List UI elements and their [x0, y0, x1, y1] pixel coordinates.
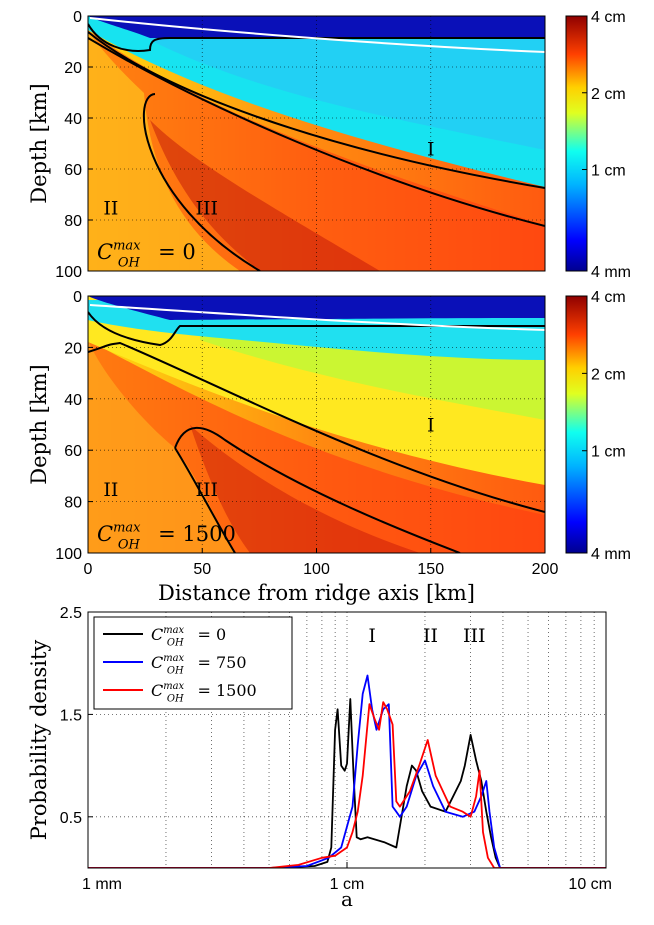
top-frame	[87, 15, 546, 272]
top-cb-tick-label: 4 cm	[591, 9, 626, 26]
isotherm-white	[89, 17, 545, 53]
middle-cb-tick-label: 4 mm	[591, 546, 631, 563]
region-I-shade	[150, 30, 545, 150]
top-y-tick-label: 20	[64, 60, 82, 77]
region-III-core	[190, 425, 420, 553]
middle-x-tick-label: 100	[303, 561, 330, 578]
middle-region-label: III	[196, 479, 219, 501]
middle-x-tick-label: 50	[193, 561, 211, 578]
middle-cb-tick-label: 2 cm	[591, 366, 626, 383]
middle-y-tick-label: 0	[73, 289, 82, 306]
top-ylabel: Depth [km]	[27, 83, 51, 203]
legend-entry-text: Cmax OH = 1500	[151, 681, 257, 705]
top-region-label: II	[103, 197, 118, 219]
contour-I	[88, 341, 545, 513]
colorbar-top	[565, 15, 588, 272]
middle-region-label: II	[103, 479, 118, 501]
middle-x-tick-label: 200	[532, 561, 559, 578]
top-y-tick-label: 60	[64, 162, 82, 179]
region-II-fill	[88, 30, 240, 271]
legend-layer: Cmax OH = 0 Cmax OH = 750 Cmax OH = 1500	[93, 616, 293, 710]
middle-xlabel: Distance from ridge axis [km]	[158, 581, 475, 605]
top-y-tick-label: 0	[73, 9, 82, 26]
bottom-x-tick-label: 1 mm	[82, 876, 122, 893]
middle-y-tick-label: 20	[64, 340, 82, 357]
contour-II-III-top	[88, 37, 545, 227]
bottom-x-tick-label: 1 cm	[330, 876, 365, 893]
middle-y-tick-label: 60	[64, 443, 82, 460]
legend-entry: Cmax OH = 0	[151, 625, 226, 649]
bottom-y-tick-label: 2.5	[60, 605, 82, 622]
peak-label: II	[423, 625, 438, 647]
bottom-x-tick-label: 10 cm	[568, 876, 612, 893]
middle-region-label: I	[427, 415, 435, 437]
top-annotation-text: Cmax OH = 0	[97, 239, 196, 271]
contour-III	[174, 426, 461, 553]
bottom-xlabel: a	[341, 887, 353, 911]
contour-III-left	[174, 447, 236, 553]
contour-I	[88, 31, 545, 189]
middle-x-tick-label: 0	[84, 561, 93, 578]
series-layer	[88, 674, 606, 868]
colorbar-middle	[565, 295, 588, 554]
top-cb-tick-label: 4 mm	[591, 264, 631, 281]
top-region-label: III	[196, 197, 219, 219]
top-region-label: I	[427, 139, 435, 161]
contour-lithosphere	[88, 23, 545, 52]
top-cb-tick-label: 2 cm	[591, 86, 626, 103]
lithosphere-band	[88, 16, 545, 38]
top-y-tick-label: 80	[64, 213, 82, 230]
top-y-tick-label: 100	[55, 264, 82, 281]
bottom-y-tick-label: 1.5	[60, 707, 82, 724]
frames-layer	[87, 15, 607, 869]
legend-entry: Cmax OH = 750	[151, 653, 247, 677]
isotherm-white	[89, 304, 545, 331]
peak-label: I	[368, 625, 376, 647]
middle-ylabel: Depth [km]	[27, 364, 51, 484]
top-annotation: Cmax OH = 0	[97, 239, 196, 271]
region-III-core	[150, 120, 380, 271]
middle-cb-tick-label: 4 cm	[591, 289, 626, 306]
middle-annotation: Cmax OH = 1500	[97, 521, 236, 553]
bottom-ylabel: Probability density	[27, 640, 51, 841]
middle-y-tick-label: 100	[55, 546, 82, 563]
legend-entry: Cmax OH = 1500	[151, 681, 257, 705]
middle-cb-tick-label: 1 cm	[591, 444, 626, 461]
legend-entry-text: Cmax OH = 0	[151, 625, 226, 649]
contour-lithosphere	[88, 311, 545, 347]
legend-entry-text: Cmax OH = 750	[151, 653, 247, 677]
peak-label: III	[463, 625, 486, 647]
series-line	[88, 674, 606, 868]
middle-annotation-text: Cmax OH = 1500	[97, 521, 236, 553]
middle-x-tick-label: 150	[417, 561, 444, 578]
top-cb-tick-label: 1 cm	[591, 163, 626, 180]
middle-y-tick-label: 40	[64, 392, 82, 409]
bottom-y-tick-label: 0.5	[60, 810, 82, 827]
region-II-fill	[88, 340, 235, 553]
middle-y-tick-label: 80	[64, 495, 82, 512]
middle-heatmap-panel	[88, 296, 545, 553]
top-y-tick-label: 40	[64, 111, 82, 128]
contour-III	[142, 93, 261, 271]
series-line	[88, 701, 606, 868]
